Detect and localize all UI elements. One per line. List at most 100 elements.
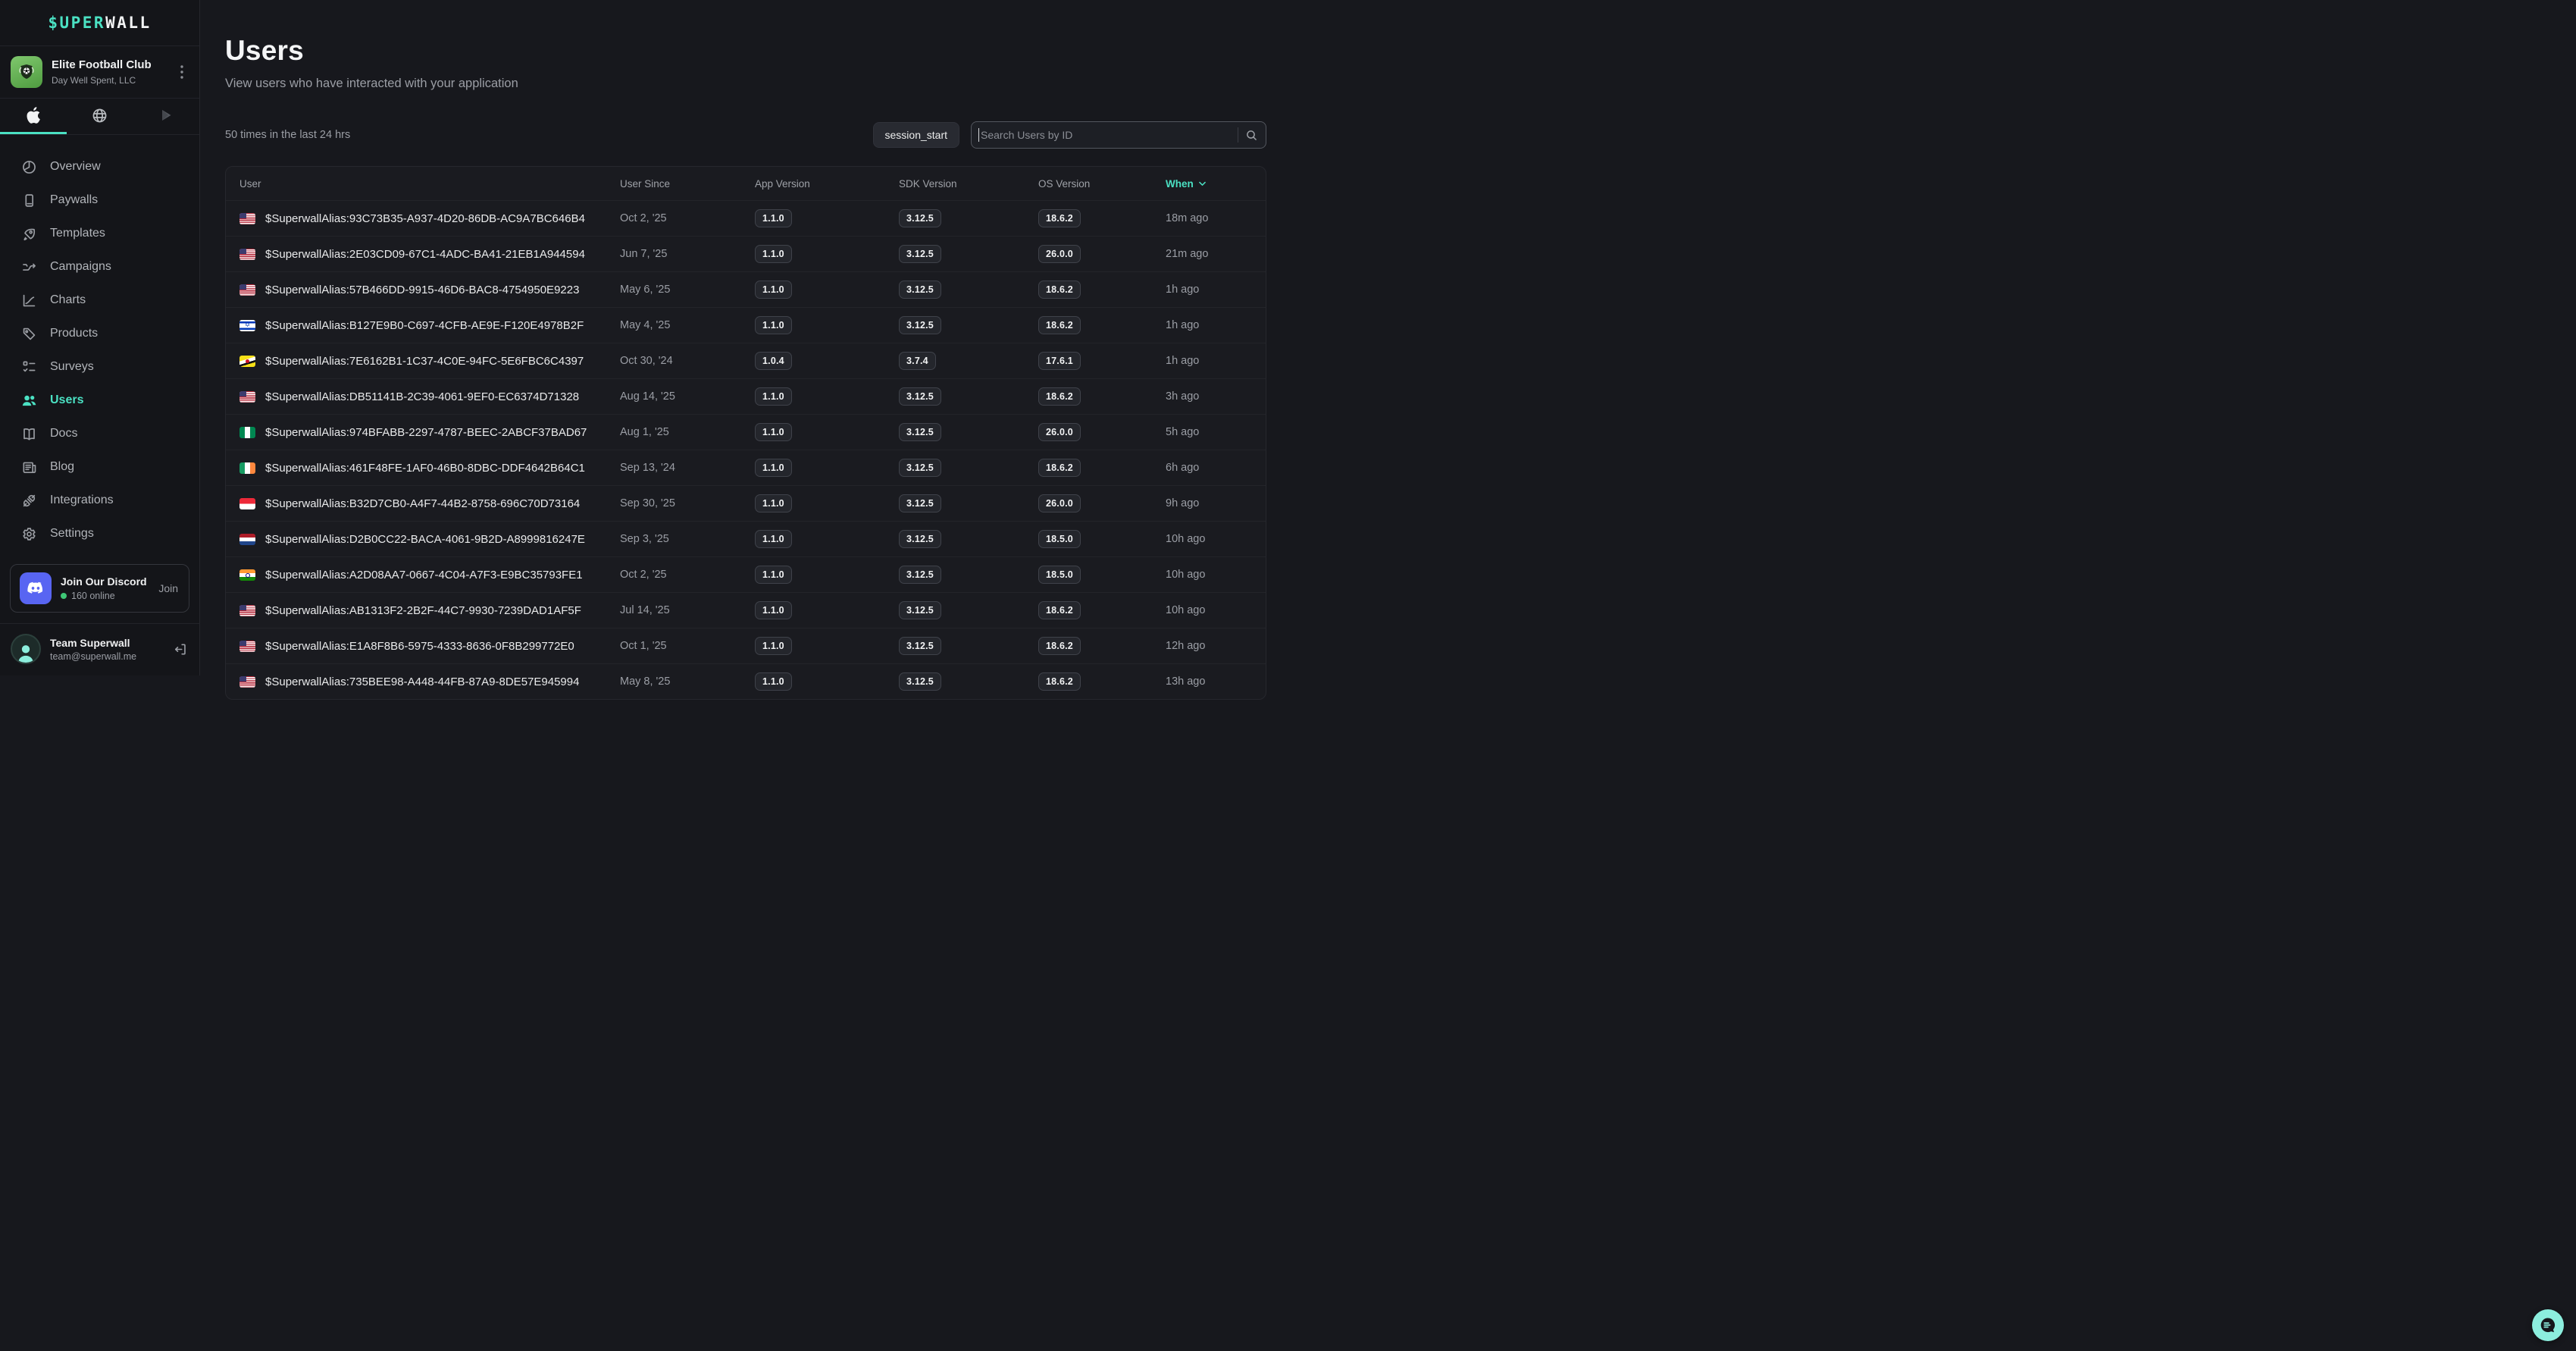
table-row[interactable]: $SuperwallAlias:974BFABB-2297-4787-BEEC-…	[226, 414, 1266, 450]
page-subtitle: View users who have interacted with your…	[225, 77, 518, 90]
table-row[interactable]: $SuperwallAlias:A2D08AA7-0667-4C04-A7F3-…	[226, 556, 1266, 592]
web-icon	[91, 107, 108, 124]
account-footer[interactable]: Team Superwall team@superwall.me	[0, 623, 199, 676]
sidebar-item-paywalls[interactable]: Paywalls	[0, 183, 199, 217]
sidebar-item-label: Surveys	[50, 360, 94, 373]
logout-icon[interactable]	[173, 642, 187, 657]
sdk-version-badge: 3.12.5	[899, 637, 941, 655]
user-cell: $SuperwallAlias:DB51141B-2C39-4061-9EF0-…	[226, 390, 620, 403]
user-since: Aug 1, '25	[620, 426, 669, 438]
table-row[interactable]: $SuperwallAlias:735BEE98-A448-44FB-87A9-…	[226, 663, 1266, 699]
sidebar-item-overview[interactable]: Overview	[0, 150, 199, 183]
users-icon	[20, 392, 37, 409]
sidebar-item-settings[interactable]: Settings	[0, 517, 199, 550]
football-crest-icon	[19, 64, 34, 80]
user-id: $SuperwallAlias:735BEE98-A448-44FB-87A9-…	[265, 675, 580, 688]
workspace-app-icon	[11, 56, 42, 89]
os-version-badge: 18.5.0	[1038, 530, 1081, 548]
country-flag-icon	[239, 676, 255, 688]
country-flag-icon	[239, 390, 255, 403]
sidebar-item-surveys[interactable]: Surveys	[0, 350, 199, 384]
sidebar-item-templates[interactable]: Templates	[0, 217, 199, 250]
discord-join-button[interactable]: Join	[158, 582, 178, 594]
user-id: $SuperwallAlias:AB1313F2-2B2F-44C7-9930-…	[265, 603, 581, 617]
table-row[interactable]: $SuperwallAlias:DB51141B-2C39-4061-9EF0-…	[226, 378, 1266, 414]
column-header-user[interactable]: User	[239, 177, 261, 190]
country-flag-icon	[239, 426, 255, 438]
column-header-label: When	[1166, 177, 1194, 190]
search-icon[interactable]	[1245, 129, 1258, 142]
user-cell: $SuperwallAlias:AB1313F2-2B2F-44C7-9930-…	[226, 604, 620, 617]
user-since: Oct 2, '25	[620, 212, 667, 224]
user-since: Aug 14, '25	[620, 390, 675, 403]
main-content: Users View users who have interacted wit…	[200, 0, 1288, 700]
sidebar-item-users[interactable]: Users	[0, 384, 199, 417]
discord-online-status: 160 online	[61, 591, 149, 601]
user-cell: $SuperwallAlias:A2D08AA7-0667-4C04-A7F3-…	[226, 569, 620, 581]
table-row[interactable]: $SuperwallAlias:7E6162B1-1C37-4C0E-94FC-…	[226, 343, 1266, 378]
workspace-menu-icon[interactable]	[175, 65, 189, 79]
user-id: $SuperwallAlias:2E03CD09-67C1-4ADC-BA41-…	[265, 247, 585, 261]
user-id: $SuperwallAlias:93C73B35-A937-4D20-86DB-…	[265, 212, 585, 225]
table-row[interactable]: $SuperwallAlias:461F48FE-1AF0-46B0-8DBC-…	[226, 450, 1266, 485]
sdk-version-badge: 3.12.5	[899, 209, 941, 227]
settings-icon	[20, 525, 37, 542]
sidebar-item-blog[interactable]: Blog	[0, 450, 199, 484]
app-version-badge: 1.1.0	[755, 316, 792, 334]
column-header-sdk-version[interactable]: SDK Version	[899, 177, 957, 190]
last-seen: 1h ago	[1166, 355, 1200, 367]
table-row[interactable]: $SuperwallAlias:93C73B35-A937-4D20-86DB-…	[226, 200, 1266, 236]
user-id: $SuperwallAlias:B127E9B0-C697-4CFB-AE9E-…	[265, 318, 584, 332]
app-version-badge: 1.1.0	[755, 423, 792, 441]
platform-tab-apple[interactable]	[0, 99, 67, 134]
column-header-os-version[interactable]: OS Version	[1038, 177, 1091, 190]
discord-icon	[20, 572, 52, 604]
sidebar-item-docs[interactable]: Docs	[0, 417, 199, 450]
table-row[interactable]: $SuperwallAlias:57B466DD-9915-46D6-BAC8-…	[226, 271, 1266, 307]
table-row[interactable]: $SuperwallAlias:B32D7CB0-A4F7-44B2-8758-…	[226, 485, 1266, 521]
user-cell: $SuperwallAlias:2E03CD09-67C1-4ADC-BA41-…	[226, 248, 620, 261]
platform-tab-android[interactable]	[133, 99, 199, 134]
sidebar-item-products[interactable]: Products	[0, 317, 199, 350]
column-header-app-version[interactable]: App Version	[755, 177, 810, 190]
user-since: Sep 30, '25	[620, 497, 675, 509]
user-since: Oct 1, '25	[620, 640, 667, 652]
column-header-when[interactable]: When	[1166, 178, 1266, 190]
os-version-badge: 18.6.2	[1038, 637, 1081, 655]
os-version-badge: 26.0.0	[1038, 423, 1081, 441]
campaigns-icon	[20, 259, 37, 275]
sidebar-item-campaigns[interactable]: Campaigns	[0, 250, 199, 284]
sdk-version-badge: 3.12.5	[899, 601, 941, 619]
app-version-badge: 1.1.0	[755, 459, 792, 477]
page-title: Users	[225, 35, 304, 66]
sdk-version-badge: 3.12.5	[899, 423, 941, 441]
table-row[interactable]: $SuperwallAlias:E1A8F8B6-5975-4333-8636-…	[226, 628, 1266, 663]
online-dot-icon	[61, 593, 67, 599]
user-id: $SuperwallAlias:A2D08AA7-0667-4C04-A7F3-…	[265, 568, 583, 581]
sidebar-item-charts[interactable]: Charts	[0, 284, 199, 317]
column-header-user-since[interactable]: User Since	[620, 177, 671, 190]
search-input[interactable]	[981, 129, 1238, 141]
workspace-selector[interactable]: Elite Football Club Day Well Spent, LLC	[0, 46, 199, 99]
sdk-version-badge: 3.12.5	[899, 494, 941, 513]
search-box[interactable]	[971, 121, 1266, 149]
last-seen: 1h ago	[1166, 284, 1200, 296]
sidebar-item-label: Campaigns	[50, 260, 111, 273]
table-body: $SuperwallAlias:93C73B35-A937-4D20-86DB-…	[226, 200, 1266, 699]
discord-card[interactable]: Join Our Discord 160 online Join	[10, 564, 189, 613]
last-seen: 21m ago	[1166, 248, 1209, 260]
table-row[interactable]: $SuperwallAlias:B127E9B0-C697-4CFB-AE9E-…	[226, 307, 1266, 343]
sidebar-item-integrations[interactable]: Integrations	[0, 484, 199, 517]
table-row[interactable]: $SuperwallAlias:2E03CD09-67C1-4ADC-BA41-…	[226, 236, 1266, 271]
user-since: Oct 30, '24	[620, 355, 673, 367]
sdk-version-badge: 3.12.5	[899, 245, 941, 263]
workspace-name: Elite Football Club	[52, 58, 152, 72]
event-filter-button[interactable]: session_start	[872, 122, 959, 148]
table-row[interactable]: $SuperwallAlias:D2B0CC22-BACA-4061-9B2D-…	[226, 521, 1266, 556]
table-row[interactable]: $SuperwallAlias:AB1313F2-2B2F-44C7-9930-…	[226, 592, 1266, 628]
workspace-info: Elite Football Club Day Well Spent, LLC	[52, 58, 166, 86]
chat-fab-button[interactable]	[2532, 1309, 2564, 1341]
logo-prefix: $UPER	[48, 14, 106, 33]
user-since: Jun 7, '25	[620, 248, 668, 260]
platform-tab-web[interactable]	[67, 99, 133, 134]
